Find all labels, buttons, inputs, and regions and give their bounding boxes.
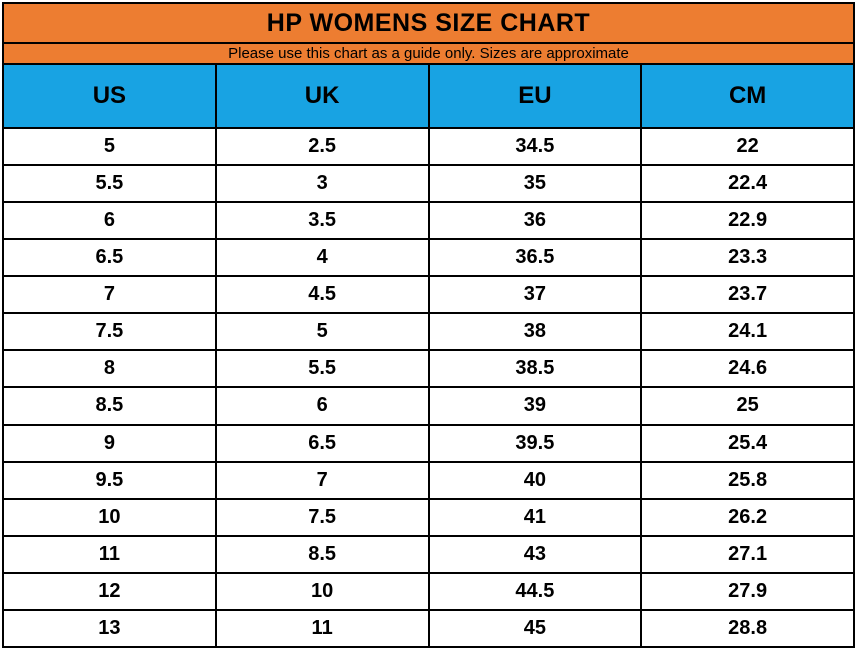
- title-row: HP WOMENS SIZE CHART: [2, 2, 855, 44]
- table-row: 7 4.5 37 23.7: [2, 275, 855, 315]
- table-row: 8 5.5 38.5 24.6: [2, 349, 855, 389]
- size-cell: 24.1: [640, 312, 855, 352]
- size-cell: 8.5: [2, 386, 217, 426]
- size-cell: 22.4: [640, 164, 855, 204]
- column-header-us: US: [2, 63, 217, 129]
- size-cell: 36: [427, 201, 643, 241]
- size-cell: 7: [2, 275, 217, 315]
- size-cell: 4: [214, 238, 430, 278]
- size-cell: 28.8: [640, 608, 855, 649]
- size-cell: 3: [214, 164, 430, 204]
- size-cell: 25.8: [640, 460, 855, 500]
- column-header-uk: UK: [214, 63, 430, 129]
- size-cell: 39.5: [427, 423, 643, 463]
- table-row: 13 11 45 28.8: [2, 608, 855, 649]
- subtitle-row: Please use this chart as a guide only. S…: [2, 42, 855, 65]
- size-cell: 6: [214, 386, 430, 426]
- size-cell: 40: [427, 460, 643, 500]
- size-cell: 8.5: [214, 534, 430, 574]
- size-cell: 13: [2, 608, 217, 649]
- size-cell: 36.5: [427, 238, 643, 278]
- size-cell: 26.2: [640, 497, 855, 537]
- chart-subtitle: Please use this chart as a guide only. S…: [2, 42, 855, 65]
- size-cell: 10: [2, 497, 217, 537]
- size-cell: 43: [427, 534, 643, 574]
- size-cell: 3.5: [214, 201, 430, 241]
- size-cell: 25: [640, 386, 855, 426]
- size-cell: 5.5: [214, 349, 430, 389]
- size-cell: 38: [427, 312, 643, 352]
- size-cell: 24.6: [640, 349, 855, 389]
- size-cell: 23.3: [640, 238, 855, 278]
- size-cell: 6.5: [214, 423, 430, 463]
- size-cell: 4.5: [214, 275, 430, 315]
- size-cell: 6.5: [2, 238, 217, 278]
- size-cell: 38.5: [427, 349, 643, 389]
- size-cell: 11: [214, 608, 430, 649]
- table-row: 5 2.5 34.5 22: [2, 126, 855, 167]
- size-cell: 5: [2, 126, 217, 167]
- chart-title: HP WOMENS SIZE CHART: [2, 2, 855, 44]
- size-cell: 39: [427, 386, 643, 426]
- table-row: 12 10 44.5 27.9: [2, 571, 855, 611]
- table-row: 6.5 4 36.5 23.3: [2, 238, 855, 278]
- size-cell: 7.5: [214, 497, 430, 537]
- size-cell: 7: [214, 460, 430, 500]
- table-row: 7.5 5 38 24.1: [2, 312, 855, 352]
- size-cell: 34.5: [427, 126, 643, 167]
- size-cell: 22: [640, 126, 855, 167]
- size-cell: 11: [2, 534, 217, 574]
- size-cell: 6: [2, 201, 217, 241]
- size-cell: 27.9: [640, 571, 855, 611]
- table-row: 9.5 7 40 25.8: [2, 460, 855, 500]
- size-cell: 25.4: [640, 423, 855, 463]
- size-cell: 9: [2, 423, 217, 463]
- size-cell: 5.5: [2, 164, 217, 204]
- size-cell: 45: [427, 608, 643, 649]
- size-cell: 5: [214, 312, 430, 352]
- size-cell: 44.5: [427, 571, 643, 611]
- column-header-cm: CM: [640, 63, 855, 129]
- table-row: 8.5 6 39 25: [2, 386, 855, 426]
- table-row: 5.5 3 35 22.4: [2, 164, 855, 204]
- size-cell: 41: [427, 497, 643, 537]
- header-row: US UK EU CM: [2, 63, 855, 129]
- size-cell: 2.5: [214, 126, 430, 167]
- size-cell: 22.9: [640, 201, 855, 241]
- size-cell: 37: [427, 275, 643, 315]
- size-cell: 23.7: [640, 275, 855, 315]
- size-cell: 10: [214, 571, 430, 611]
- size-cell: 27.1: [640, 534, 855, 574]
- size-cell: 35: [427, 164, 643, 204]
- size-cell: 7.5: [2, 312, 217, 352]
- table-body: 5 2.5 34.5 22 5.5 3 35 22.4 6 3.5 36 22.9 6.5 4 36.5 23…: [2, 126, 855, 649]
- table-row: 6 3.5 36 22.9: [2, 201, 855, 241]
- table-row: 9 6.5 39.5 25.4: [2, 423, 855, 463]
- size-cell: 8: [2, 349, 217, 389]
- column-header-eu: EU: [427, 63, 643, 129]
- table-row: 10 7.5 41 26.2: [2, 497, 855, 537]
- size-cell: 9.5: [2, 460, 217, 500]
- table-row: 11 8.5 43 27.1: [2, 534, 855, 574]
- size-cell: 12: [2, 571, 217, 611]
